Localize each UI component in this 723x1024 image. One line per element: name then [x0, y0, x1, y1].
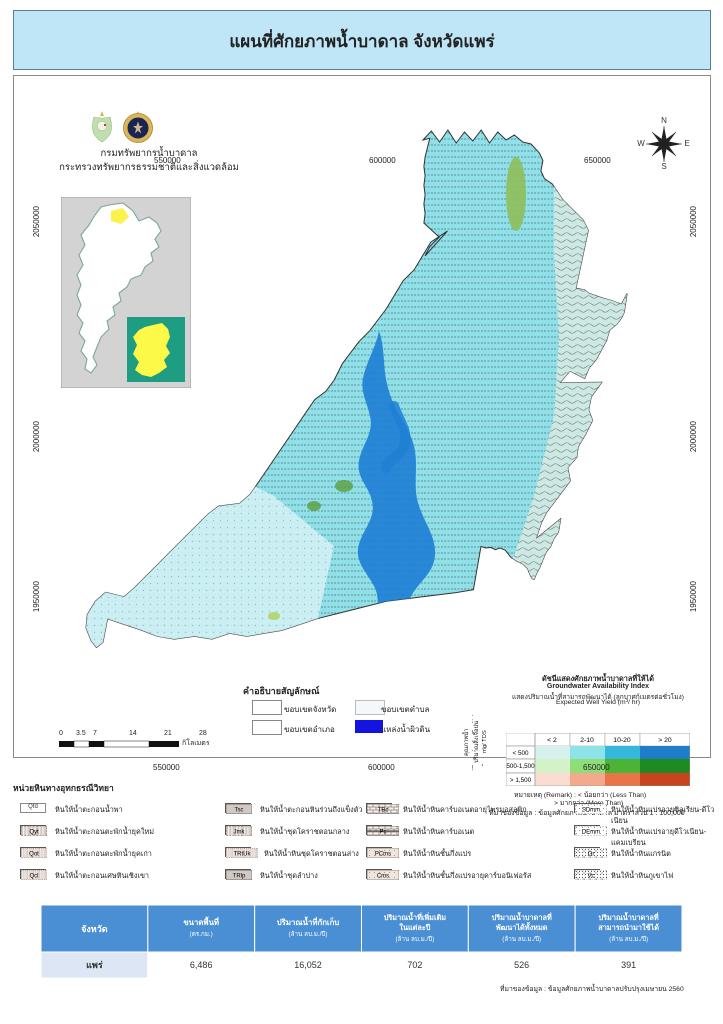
svg-text:< 500: < 500	[513, 750, 529, 757]
svg-text:(ล้าน ลบ.ม./ปี): (ล้าน ลบ.ม./ปี)	[502, 935, 541, 943]
svg-text:< 2: < 2	[547, 737, 557, 744]
svg-text:Pc: Pc	[379, 830, 386, 836]
svg-text:> 1,500: > 1,500	[510, 777, 532, 784]
svg-text:Cms: Cms	[377, 874, 389, 880]
svg-text:526: 526	[514, 960, 529, 970]
svg-text:แพร่: แพร่	[86, 960, 103, 970]
svg-text:391: 391	[621, 960, 636, 970]
svg-text:TBc: TBc	[378, 808, 389, 814]
svg-text:ในแต่ละปี: ในแต่ละปี	[399, 923, 430, 932]
svg-text:(ล้าน ลบ.ม./ปี): (ล้าน ลบ.ม./ปี)	[609, 935, 648, 943]
svg-text:(ล้าน ลบ.ม./ปี): (ล้าน ลบ.ม./ปี)	[289, 930, 328, 938]
svg-text:TRlp: TRlp	[233, 874, 246, 880]
svg-text:PCms: PCms	[375, 852, 391, 858]
svg-text:10-20: 10-20	[613, 737, 631, 744]
svg-text:6,486: 6,486	[190, 960, 213, 970]
svg-text:(ล้าน ลบ.ม./ปี): (ล้าน ลบ.ม./ปี)	[395, 935, 434, 943]
svg-text:ปริมาณน้ำที่กักเก็บ: ปริมาณน้ำที่กักเก็บ	[277, 916, 340, 927]
svg-text:(ตร.กม.): (ตร.กม.)	[190, 931, 213, 938]
svg-text:พัฒนาได้ทั้งหมด: พัฒนาได้ทั้งหมด	[496, 921, 548, 932]
svg-text:สามารถนำมาใช้ได้: สามารถนำมาใช้ได้	[598, 923, 659, 932]
svg-text:SDmm: SDmm	[582, 808, 600, 814]
svg-text:500-1,500: 500-1,500	[506, 763, 535, 770]
svg-text:2-10: 2-10	[580, 737, 594, 744]
svg-text:ปริมาณน้ำที่เพิ่มเติม: ปริมาณน้ำที่เพิ่มเติม	[384, 911, 446, 922]
svg-text:Qyt: Qyt	[29, 830, 39, 836]
svg-text:Tsc: Tsc	[235, 808, 244, 814]
svg-text:ขนาดพื้นที่: ขนาดพื้นที่	[183, 916, 219, 927]
svg-text:DEmm: DEmm	[582, 830, 600, 836]
svg-text:Qcl: Qcl	[30, 874, 39, 880]
svg-text:Qot: Qot	[29, 852, 39, 858]
svg-text:จังหวัด: จังหวัด	[81, 924, 108, 934]
svg-text:16,052: 16,052	[294, 960, 322, 970]
svg-text:ปริมาณน้ำบาดาลที่: ปริมาณน้ำบาดาลที่	[599, 911, 659, 922]
svg-text:702: 702	[407, 960, 422, 970]
svg-text:> 20: > 20	[658, 737, 672, 744]
svg-text:TRtUk: TRtUk	[234, 852, 252, 858]
svg-text:ปริมาณน้ำบาดาลที่: ปริมาณน้ำบาดาลที่	[492, 911, 552, 922]
svg-text:Vc: Vc	[587, 874, 594, 880]
svg-text:Gr: Gr	[588, 852, 595, 858]
svg-text:Jmk: Jmk	[234, 830, 246, 836]
